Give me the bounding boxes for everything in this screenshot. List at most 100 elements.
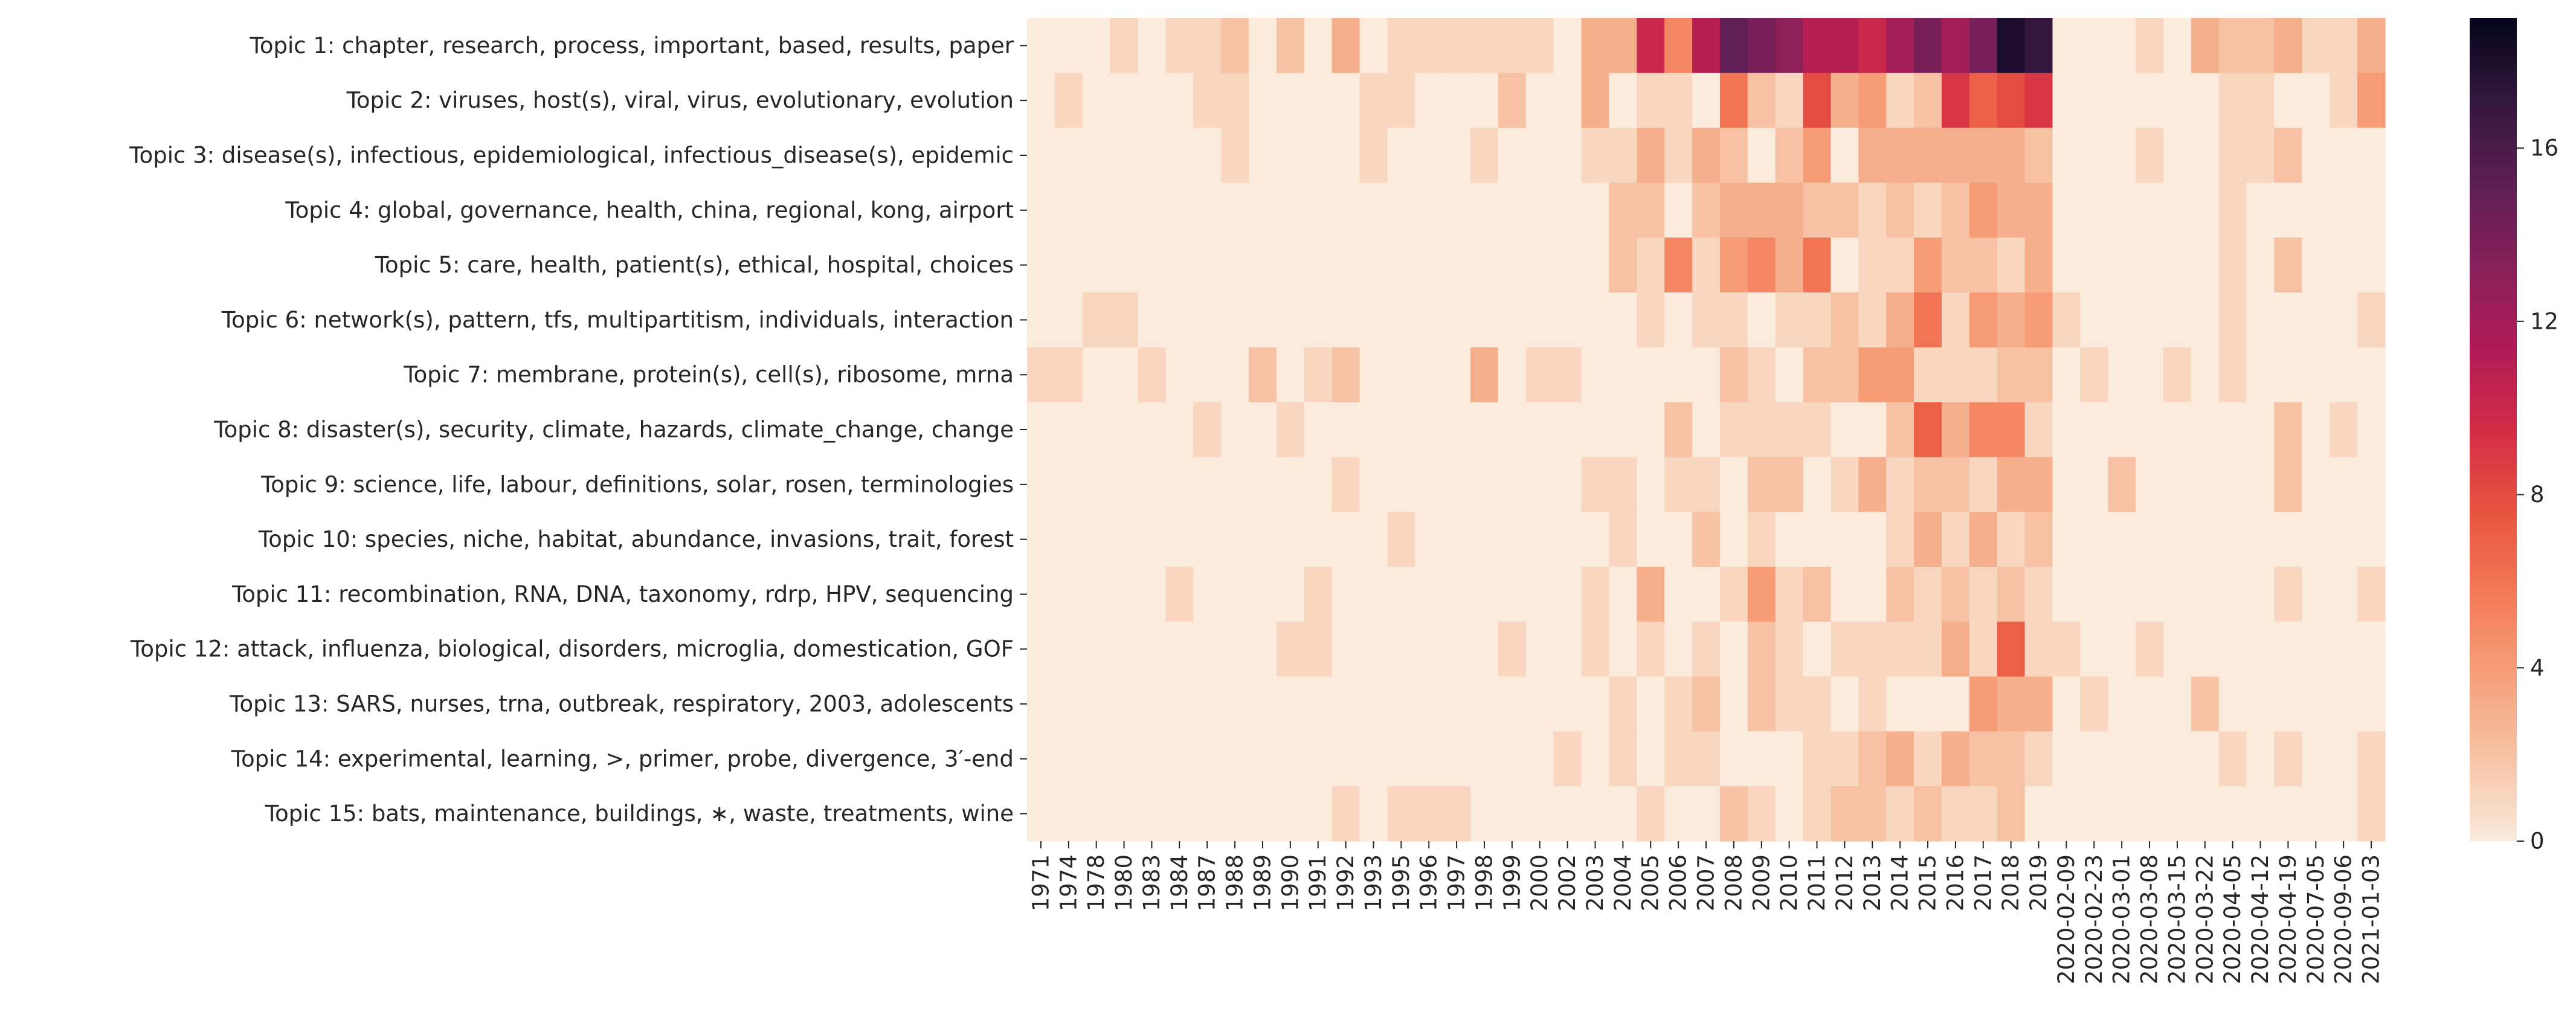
heatmap-cell — [2191, 73, 2220, 129]
heatmap-cell — [1914, 402, 1942, 457]
heatmap-cell — [1221, 731, 1249, 787]
heatmap-cell — [2024, 731, 2053, 787]
heatmap-cell — [2080, 457, 2108, 512]
heatmap-cell — [2191, 292, 2220, 348]
heatmap-cell — [1747, 567, 1776, 622]
heatmap-cell — [1858, 73, 1887, 129]
heatmap-cell — [1138, 676, 1166, 732]
heatmap-cell — [2024, 512, 2053, 567]
heatmap-cell — [2357, 73, 2386, 129]
heatmap-cell — [1747, 292, 1776, 348]
heatmap-cell — [1969, 512, 1998, 567]
heatmap-cell — [1110, 347, 1139, 403]
heatmap-cell — [2246, 292, 2275, 348]
y-tick-label: Topic 1: chapter, research, process, imp… — [250, 33, 1014, 59]
heatmap-cell — [1359, 621, 1388, 677]
heatmap-cell — [1221, 621, 1249, 677]
heatmap-cell — [1249, 567, 1277, 622]
heatmap-cell — [1886, 621, 1914, 677]
y-tick-label: Topic 13: SARS, nurses, trna, outbreak, … — [229, 691, 1014, 717]
heatmap-cell — [1914, 292, 1942, 348]
heatmap-cell — [1553, 731, 1582, 787]
heatmap-cell — [1997, 237, 2026, 293]
x-tick-label: 2016 — [1942, 854, 1968, 911]
heatmap-cell — [1803, 786, 1832, 842]
x-tick-label: 1997 — [1444, 854, 1470, 911]
heatmap-cell — [2052, 621, 2081, 677]
x-tick-label: 1978 — [1083, 854, 1109, 911]
heatmap-cell — [1443, 457, 1471, 512]
heatmap-cell — [1221, 127, 1249, 183]
heatmap-cell — [1775, 621, 1804, 677]
x-tick-label: 1996 — [1416, 854, 1442, 911]
heatmap-cell — [1581, 567, 1610, 622]
heatmap-cell — [1941, 567, 1970, 622]
heatmap-cell — [1692, 347, 1721, 403]
heatmap-cell — [1858, 512, 1887, 567]
heatmap-cell — [2274, 567, 2302, 622]
heatmap-cell — [1415, 621, 1443, 677]
heatmap-cell — [2052, 402, 2081, 457]
heatmap-cell — [1969, 237, 1998, 293]
heatmap-cell — [2246, 457, 2275, 512]
x-tick-label: 2014 — [1887, 854, 1913, 911]
heatmap-cell — [1637, 402, 1665, 457]
heatmap-cell — [2218, 731, 2247, 787]
heatmap-cell — [1304, 402, 1333, 457]
heatmap-cell — [1664, 18, 1693, 74]
heatmap-cell — [2163, 292, 2192, 348]
heatmap-cell — [1637, 292, 1665, 348]
y-tick-label: Topic 9: science, life, labour, definiti… — [260, 471, 1014, 497]
heatmap-cell — [2357, 18, 2386, 74]
heatmap-cell — [2218, 402, 2247, 457]
heatmap-cell — [1886, 182, 1914, 238]
heatmap-cell — [1221, 237, 1249, 293]
x-tick-label: 2020-02-09 — [2053, 854, 2079, 984]
heatmap-cell — [1082, 512, 1111, 567]
y-tick-label: Topic 11: recombination, RNA, DNA, taxon… — [231, 581, 1014, 607]
heatmap-cell — [1525, 237, 1554, 293]
heatmap-cell — [1138, 18, 1166, 74]
x-tick-label: 2020-03-15 — [2164, 854, 2190, 984]
heatmap-cell — [1331, 786, 1360, 842]
y-tick-label: Topic 7: membrane, protein(s), cell(s), … — [403, 362, 1014, 388]
heatmap-cell — [1664, 292, 1693, 348]
heatmap-cell — [1054, 347, 1083, 403]
heatmap-cell — [1027, 237, 1055, 293]
heatmap-cell — [1803, 347, 1832, 403]
heatmap-cell — [2052, 292, 2081, 348]
heatmap-cell — [2246, 621, 2275, 677]
heatmap-cell — [1082, 567, 1111, 622]
heatmap-cell — [2330, 676, 2358, 732]
heatmap-cell — [2136, 127, 2164, 183]
x-tick-label: 1980 — [1111, 854, 1137, 911]
x-tick-label: 2020-02-23 — [2081, 854, 2107, 984]
heatmap-cell — [1609, 731, 1637, 787]
heatmap-cell — [1969, 292, 1998, 348]
heatmap-cell — [1997, 786, 2026, 842]
heatmap-cell — [1415, 237, 1443, 293]
heatmap-cell — [1193, 127, 1222, 183]
heatmap-cell — [2052, 676, 2081, 732]
heatmap-cell — [1304, 127, 1333, 183]
heatmap-cell — [1470, 347, 1499, 403]
heatmap-cell — [1609, 457, 1637, 512]
heatmap-cell — [2246, 237, 2275, 293]
heatmap-cell — [2191, 731, 2220, 787]
x-tick-label: 2020-03-01 — [2109, 854, 2135, 984]
heatmap-cell — [1969, 731, 1998, 787]
heatmap-cell — [1831, 676, 1859, 732]
x-tick-label: 2000 — [1527, 854, 1553, 911]
heatmap-cell — [1803, 127, 1832, 183]
heatmap-cell — [1637, 786, 1665, 842]
heatmap-cell — [1304, 73, 1333, 129]
heatmap-cell — [1359, 182, 1388, 238]
heatmap-cell — [1747, 512, 1776, 567]
heatmap-cell — [1664, 402, 1693, 457]
heatmap-cell — [1443, 786, 1471, 842]
heatmap-cell — [2191, 127, 2220, 183]
heatmap-cell — [1525, 512, 1554, 567]
heatmap-cell — [1775, 237, 1804, 293]
heatmap-cell — [1941, 676, 1970, 732]
